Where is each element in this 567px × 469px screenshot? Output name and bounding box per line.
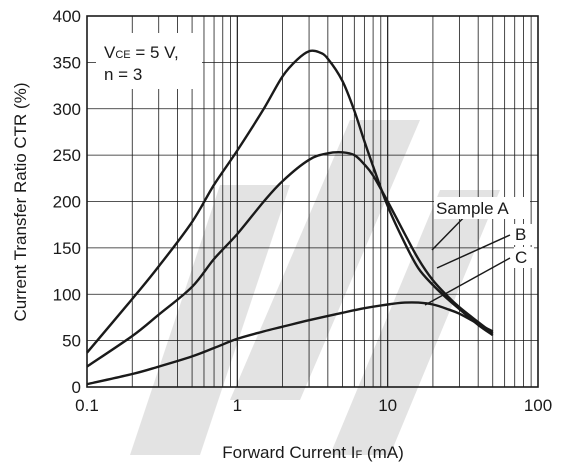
series-label-b: B [515, 225, 526, 244]
y-tick-label: 0 [72, 378, 81, 397]
x-tick-label: 100 [524, 396, 552, 415]
series-label-a: Sample A [436, 199, 509, 218]
conditions-line-1: VCE = 5 V, [104, 43, 179, 62]
y-tick-label: 200 [53, 193, 81, 212]
y-tick-label: 300 [53, 100, 81, 119]
series-line-c [86, 301, 494, 386]
series-line-b [86, 150, 494, 368]
x-tick-labels: 0.1 1 10 100 [75, 396, 552, 415]
x-axis-title: Forward Current IF (mA) [222, 443, 403, 462]
y-tick-label: 250 [53, 146, 81, 165]
leader-line-c [424, 257, 511, 306]
watermark-stroke-2 [230, 120, 420, 400]
y-tick-label: 150 [53, 239, 81, 258]
y-tick-label: 350 [53, 53, 81, 72]
y-tick-labels: 0 50 100 150 200 250 300 350 400 [53, 7, 81, 397]
watermark-stroke-3 [330, 190, 500, 455]
series-label-a-bg [434, 197, 530, 219]
y-axis-title: Current Transfer Ratio CTR (%) [11, 83, 30, 322]
x-tick-label: 10 [378, 396, 397, 415]
series-label-c-bg [514, 247, 534, 268]
series-group [86, 49, 494, 386]
series-label-c: C [515, 248, 527, 267]
y-tick-label: 400 [53, 7, 81, 26]
y-tick-label: 50 [62, 332, 81, 351]
x-tick-label: 0.1 [75, 396, 99, 415]
series-label-b-bg [514, 224, 534, 245]
watermark [130, 120, 500, 455]
x-tick-label: 1 [233, 396, 242, 415]
conditions-line-2: n = 3 [104, 65, 142, 84]
plot-frame [86, 15, 539, 388]
series-line-a [86, 49, 494, 354]
y-tick-label: 100 [53, 285, 81, 304]
leader-line-b [436, 234, 511, 269]
conditions-box [96, 33, 202, 89]
